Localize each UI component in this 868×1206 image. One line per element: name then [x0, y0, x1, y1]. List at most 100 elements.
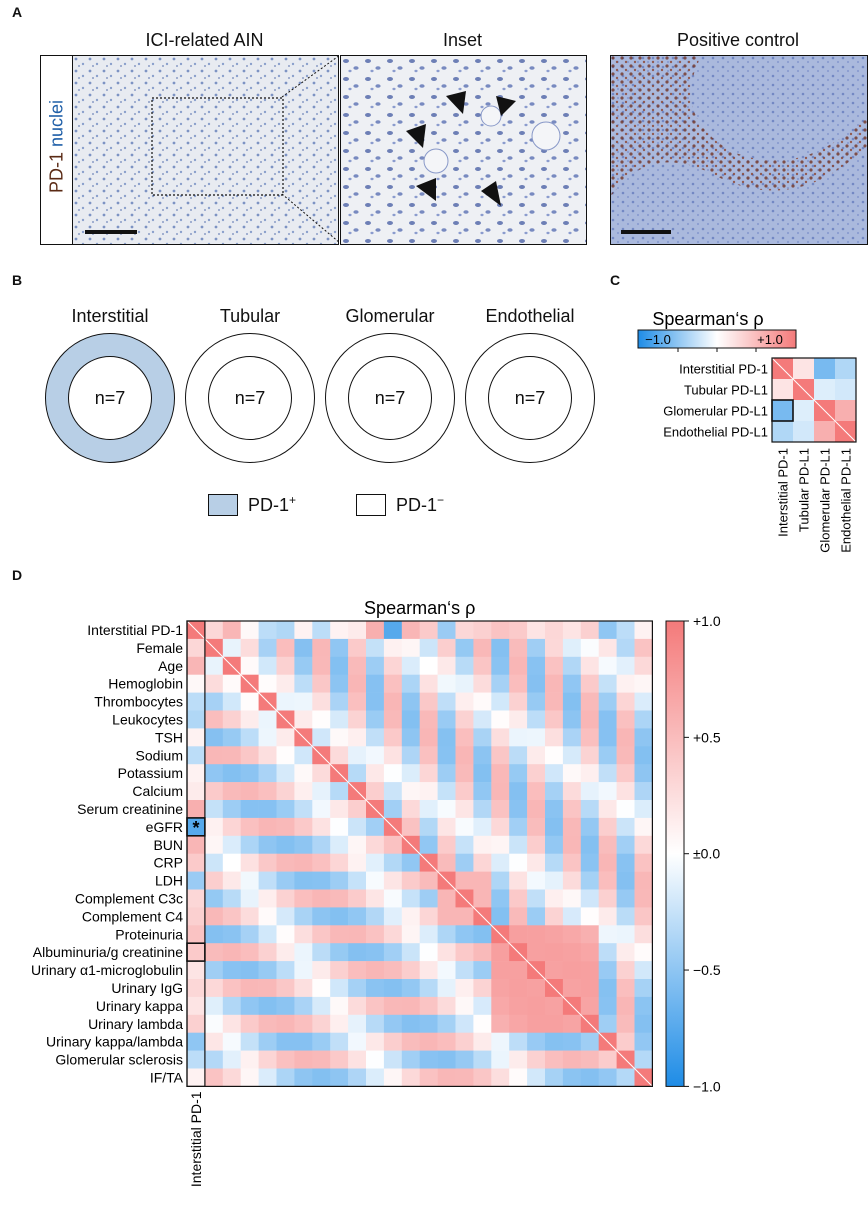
heatmap-d-row-label-24: Glomerular sclerosis: [55, 1052, 183, 1068]
heatmap-d-cell-23-21: [562, 1032, 582, 1051]
heatmap-d-cell-6-19: [527, 728, 546, 747]
heatmap-d-cell-25-22: [580, 1068, 599, 1087]
heatmap-d-cell-21-22: [580, 996, 599, 1016]
heatmap-d-cell-23-20: [545, 1032, 564, 1051]
heatmap-d-cell-2-10: [366, 656, 385, 675]
heatmap-d-cell-13-4: [258, 853, 277, 872]
heatmap-d-cell-15-1: [204, 889, 224, 908]
heatmap-d-cell-10-5: [276, 800, 295, 819]
heatmap-d-title: Spearman‘s ρ: [364, 598, 475, 618]
heatmap-d-row-label-4: Thrombocytes: [94, 694, 183, 710]
heatmap-d-cell-19-2: [222, 961, 241, 980]
heatmap-d-cell-22-14: [437, 1014, 456, 1033]
heatmap-d-cell-12-6: [294, 835, 313, 854]
heatmap-d-cell-0-8: [330, 621, 349, 640]
heatmap-d-cell-19-15: [455, 961, 474, 980]
heatmap-d-cell-21-8: [330, 996, 349, 1016]
heatmap-d-cell-1-21: [562, 638, 582, 658]
ring-endothelial: n=7: [465, 333, 595, 463]
heatmap-d-cell-5-14: [437, 710, 456, 729]
heatmap-d-row-label-20: Urinary IgG: [111, 980, 183, 996]
heatmap-d-cell-17-14: [437, 925, 456, 944]
heatmap-d-cell-15-10: [366, 889, 385, 908]
heatmap-d-cell-7-13: [419, 746, 438, 765]
heatmap-d-cell-23-18: [509, 1032, 528, 1051]
heatmap-d-cell-22-25: [634, 1014, 653, 1033]
stain-label-box: PD-1 nuclei: [40, 55, 73, 245]
heatmap-d-cell-21-12: [401, 996, 420, 1016]
heatmap-d-cell-17-10: [366, 925, 385, 944]
heatmap-c-row-label-2: Glomerular PD-L1: [663, 404, 768, 419]
heatmap-d-cell-5-20: [545, 710, 564, 729]
heatmap-d-cell-0-4: [258, 621, 277, 640]
heatmap-d-first-column-frame: [186, 620, 206, 1087]
heatmap-d-cell-23-9: [348, 1032, 367, 1051]
heatmap-c-cell-1-3: [835, 379, 856, 400]
heatmap-d-cell-19-1: [204, 961, 224, 980]
heatmap-d-cell-21-0: [187, 996, 206, 1016]
heatmap-d-cell-2-7: [312, 656, 331, 675]
heatmap-d-cell-12-23: [598, 835, 617, 854]
heatmap-d-cell-8-21: [562, 764, 582, 783]
heatmap-d-cell-3-1: [204, 674, 224, 693]
heatmap-d-cell-18-2: [222, 943, 241, 962]
heatmap-d-row-label-23: Urinary kappa/lambda: [46, 1034, 183, 1050]
heatmap-d-cell-19-8: [330, 961, 349, 980]
heatmap-d-cell-23-6: [294, 1032, 313, 1051]
heatmap-d-cell-25-14: [437, 1068, 456, 1087]
heatmap-d-cell-19-24: [616, 961, 635, 980]
heatmap-d-cell-19-6: [294, 961, 313, 980]
heatmap-d-cell-20-14: [437, 979, 456, 998]
heatmap-d-cell-16-17: [491, 907, 510, 926]
heatmap-d-cell-15-9: [348, 889, 367, 908]
ring-interstitial: n=7: [45, 333, 175, 463]
heatmap-d-cell-9-13: [419, 782, 438, 801]
heatmap-d-cell-5-9: [348, 710, 367, 729]
heatmap-d-cell-20-21: [562, 979, 582, 998]
heatmap-c-col-label-3: Endothelial PD-L1: [839, 448, 854, 553]
heatmap-d-cell-5-22: [580, 710, 599, 729]
heatmap-d-cell-9-11: [383, 782, 403, 801]
heatmap-d-row-label-18: Albuminuria/g creatinine: [33, 944, 183, 960]
heatmap-d-row-label-13: CRP: [153, 855, 183, 871]
heatmap-d-cell-22-0: [187, 1014, 206, 1033]
heatmap-d-cell-1-23: [598, 638, 617, 658]
heatmap-d-cell-10-1: [204, 800, 224, 819]
heatmap-d-cell-6-15: [455, 728, 474, 747]
heatmap-d-cell-23-8: [330, 1032, 349, 1051]
heatmap-d-cell-7-5: [276, 746, 295, 765]
heatmap-d-cell-24-14: [437, 1050, 456, 1069]
heatmap-d-cell-16-4: [258, 907, 277, 926]
heatmap-d-cell-7-24: [616, 746, 635, 765]
heatmap-c-cell-0-3: [835, 358, 856, 379]
heatmap-d-cell-9-14: [437, 782, 456, 801]
heatmap-d-cell-6-23: [598, 728, 617, 747]
heatmap-d-cell-5-6: [294, 710, 313, 729]
heatmap-d-cell-14-11: [383, 871, 403, 890]
heatmap-d-cell-16-9: [348, 907, 367, 926]
heatmap-d-cell-4-2: [222, 692, 241, 711]
heatmap-d-row-label-2: Age: [158, 658, 183, 674]
heatmap-d-cell-8-19: [527, 764, 546, 783]
heatmap-d-cell-14-16: [473, 871, 492, 890]
heatmap-d-cell-0-2: [222, 621, 241, 640]
heatmap-d-cell-24-3: [240, 1050, 259, 1069]
heatmap-d-cell-21-20: [545, 996, 564, 1016]
heatmap-d-cell-4-12: [401, 692, 420, 711]
heatmap-d-cell-22-13: [419, 1014, 438, 1033]
heatmap-d-cell-24-13: [419, 1050, 438, 1069]
heatmap-d-cell-1-5: [276, 638, 295, 658]
heatmap-d-cell-17-6: [294, 925, 313, 944]
heatmap-d-cell-13-3: [240, 853, 259, 872]
heatmap-d-cell-14-24: [616, 871, 635, 890]
heatmap-d-cell-0-17: [491, 621, 510, 640]
heatmap-d-cell-2-13: [419, 656, 438, 675]
heatmap-c-row-label-3: Endothelial PD-L1: [663, 425, 768, 440]
heatmap-d-cell-4-7: [312, 692, 331, 711]
heatmap-d-cell-0-14: [437, 621, 456, 640]
heatmap-d-cell-16-14: [437, 907, 456, 926]
panel-a-title-positive-control: Positive control: [676, 30, 800, 50]
heatmap-d-row-label-25: IF/TA: [150, 1069, 184, 1085]
colorbar-d-tick-label-2: ±0.0: [693, 846, 720, 862]
heatmap-d-cell-7-18: [509, 746, 528, 765]
